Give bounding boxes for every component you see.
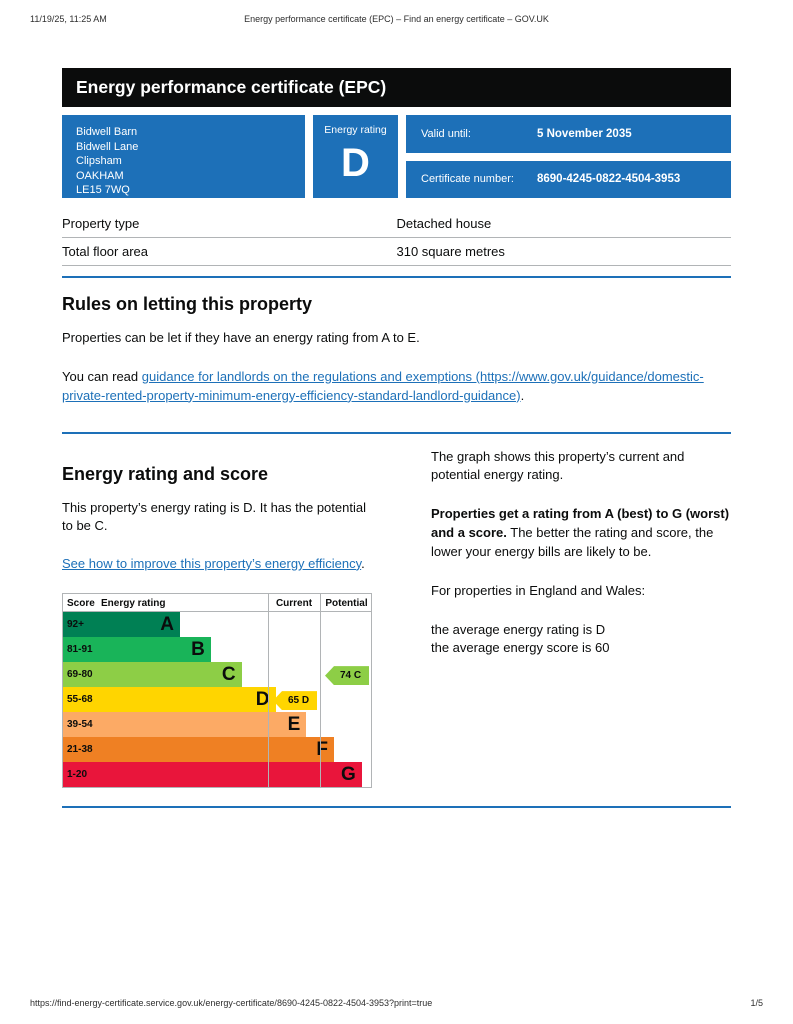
band-letter-label: E (287, 714, 301, 736)
print-doc-title: Energy performance certificate (EPC) – F… (244, 14, 549, 24)
valid-until-label: Valid until: (421, 127, 471, 140)
floor-area-value: 310 square metres (396, 237, 731, 266)
epc-band-row: 1-20 G (63, 762, 371, 788)
potential-rating-marker: 74 C (325, 666, 369, 686)
chart-header-potential: Potential (325, 598, 368, 610)
band-letter-label: A (160, 614, 175, 636)
address-line: Bidwell Lane (76, 140, 139, 153)
improve-suffix: . (361, 555, 365, 571)
certificate-number-label: Certificate number: (421, 173, 514, 186)
rating-column: Energy rating and score This property’s … (62, 448, 407, 789)
certificate-number-value: 8690-4245-0822-4504-3953 (537, 173, 681, 186)
rules-section: Rules on letting this property Propertie… (62, 294, 731, 406)
print-footer: https://find-energy-certificate.service.… (30, 998, 763, 1008)
rules-paragraph: Properties can be let if they have an en… (62, 329, 731, 348)
floor-area-label: Total floor area (62, 237, 397, 266)
guidance-suffix: . (520, 387, 525, 403)
band-letter-label: D (255, 689, 270, 711)
property-type-value: Detached house (396, 210, 731, 238)
epc-chart: Score Energy rating Current Potential 92… (62, 593, 372, 789)
epc-band-bar-d: 55-68 D (63, 687, 276, 713)
table-row: Property type Detached house (62, 210, 731, 238)
section-divider (62, 806, 731, 809)
epc-band-row: 69-80 C (63, 662, 371, 688)
address-line: Clipsham (76, 155, 122, 168)
print-header: 11/19/25, 11:25 AM Energy performance ce… (30, 14, 763, 26)
rating-explainer-rest: The better the rating and score, the low… (431, 525, 714, 559)
band-score-label: 1-20 (67, 769, 88, 781)
band-letter-label: C (221, 664, 236, 686)
epc-chart-header: Score Energy rating Current Potential (63, 594, 371, 613)
improve-paragraph: See how to improve this property’s energ… (62, 555, 372, 573)
average-score: the average energy score is 60 (431, 639, 610, 655)
rating-explainer: Properties get a rating from A (best) to… (431, 505, 731, 562)
guidance-paragraph: You can read guidance for landlords on t… (62, 368, 731, 406)
band-score-label: 69-80 (67, 669, 93, 681)
address-line: Bidwell Barn (76, 126, 138, 138)
band-score-label: 81-91 (67, 644, 93, 656)
epc-band-bar-g: 1-20 G (63, 762, 362, 788)
energy-rating-label: Energy rating (324, 124, 387, 136)
table-row: Total floor area 310 square metres (62, 237, 731, 266)
rules-text: Properties can be let if they have an en… (62, 330, 420, 345)
epc-band-rows: 92+ A 81-91 B 69-80 C 55-68 D 39-54 E 21-38 F 1-20 G (63, 612, 371, 788)
chart-divider (320, 594, 321, 788)
property-details-table: Property type Detached house Total floor… (62, 210, 731, 266)
section-divider (62, 431, 731, 434)
footer-url: https://find-energy-certificate.service.… (30, 998, 433, 1008)
explainer-column: The graph shows this property’s current … (431, 448, 731, 789)
band-score-label: 55-68 (67, 694, 93, 706)
epc-band-row: 39-54 E (63, 712, 371, 738)
chart-header-rating: Energy rating (101, 598, 166, 610)
chart-header-score: Score (67, 598, 95, 610)
epc-banner-title: Energy performance certificate (EPC) (76, 77, 387, 97)
certificate-number-box: Certificate number: 8690-4245-0822-4504-… (406, 160, 731, 198)
epc-band-bar-f: 21-38 F (63, 737, 335, 763)
print-datetime: 11/19/25, 11:25 AM (30, 14, 107, 24)
region-note: For properties in England and Wales: (431, 582, 646, 598)
epc-band-bar-b: 81-91 B (63, 637, 211, 663)
page-number: 1/5 (750, 998, 763, 1008)
landlord-guidance-link[interactable]: guidance for landlords on the regulation… (62, 368, 704, 403)
epc-band-bar-e: 39-54 E (63, 712, 307, 738)
band-letter-label: G (340, 764, 356, 786)
rating-explainer-bold: Properties get a rating from A (best) to… (431, 506, 730, 541)
section-divider (62, 276, 731, 278)
chart-header-current: Current (275, 598, 313, 610)
band-letter-label: F (316, 739, 329, 761)
current-rating-marker: 65 D (273, 691, 317, 711)
address-line: LE15 7WQ (76, 184, 130, 197)
guidance-prefix: You can read (62, 368, 142, 384)
property-type-label: Property type (62, 210, 397, 238)
epc-band-row: 21-38 F (63, 737, 371, 763)
address-box: Bidwell Barn Bidwell Lane Clipsham OAKHA… (62, 115, 305, 198)
epc-band-bar-a: 92+ A (63, 612, 181, 638)
average-rating: the average energy rating is D (431, 621, 606, 637)
band-score-label: 21-38 (67, 744, 93, 756)
rating-summary: This property’s energy rating is D. It h… (62, 499, 366, 533)
epc-band-row: 92+ A (63, 612, 371, 638)
improve-efficiency-link[interactable]: See how to improve this property’s energ… (62, 555, 362, 571)
epc-band-bar-c: 69-80 C (63, 662, 242, 688)
valid-until-box: Valid until: 5 November 2035 (406, 115, 731, 153)
energy-rating-value: D (341, 141, 370, 185)
rating-and-score-section: Energy rating and score This property’s … (62, 448, 731, 789)
address-line: OAKHAM (76, 169, 124, 182)
epc-band-row: 55-68 D (63, 687, 371, 713)
rating-heading: Energy rating and score (62, 463, 269, 484)
band-letter-label: B (191, 639, 205, 661)
graph-description: The graph shows this property’s current … (431, 448, 685, 483)
epc-band-row: 81-91 B (63, 637, 371, 663)
chart-divider (268, 594, 269, 788)
valid-until-value: 5 November 2035 (537, 127, 632, 140)
validity-boxes: Valid until: 5 November 2035 Certificate… (406, 115, 731, 198)
certificate-summary: Bidwell Barn Bidwell Lane Clipsham OAKHA… (62, 115, 731, 198)
certificate-page: Energy performance certificate (EPC) Bid… (62, 68, 731, 809)
band-score-label: 39-54 (67, 719, 93, 731)
rules-heading: Rules on letting this property (62, 294, 313, 314)
energy-rating-box: Energy rating D (313, 115, 398, 198)
epc-banner: Energy performance certificate (EPC) (62, 68, 731, 107)
band-score-label: 92+ (67, 619, 84, 631)
